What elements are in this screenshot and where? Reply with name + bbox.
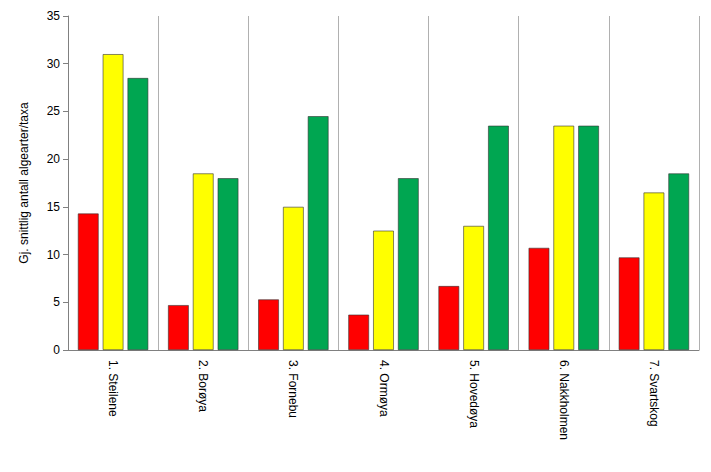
svg-text:1. Steilene: 1. Steilene — [106, 360, 120, 417]
svg-text:35: 35 — [47, 9, 61, 23]
svg-text:10: 10 — [47, 248, 61, 262]
svg-text:0: 0 — [53, 343, 60, 357]
svg-text:20: 20 — [47, 152, 61, 166]
svg-text:5: 5 — [53, 295, 60, 309]
svg-text:25: 25 — [47, 104, 61, 118]
svg-text:6. Nakkholmen: 6. Nakkholmen — [557, 360, 571, 440]
svg-text:5. Hovedøya: 5. Hovedøya — [467, 360, 481, 428]
svg-text:Gj. snittlig antall algearter/: Gj. snittlig antall algearter/taxa — [17, 102, 31, 264]
svg-text:15: 15 — [47, 200, 61, 214]
svg-text:3. Fornebu: 3. Fornebu — [286, 360, 300, 418]
svg-text:7. Svartskog: 7. Svartskog — [647, 360, 661, 427]
svg-text:30: 30 — [47, 57, 61, 71]
svg-text:2. Borøya: 2. Borøya — [196, 360, 210, 412]
svg-text:4. Ormøya: 4. Ormøya — [377, 360, 391, 417]
